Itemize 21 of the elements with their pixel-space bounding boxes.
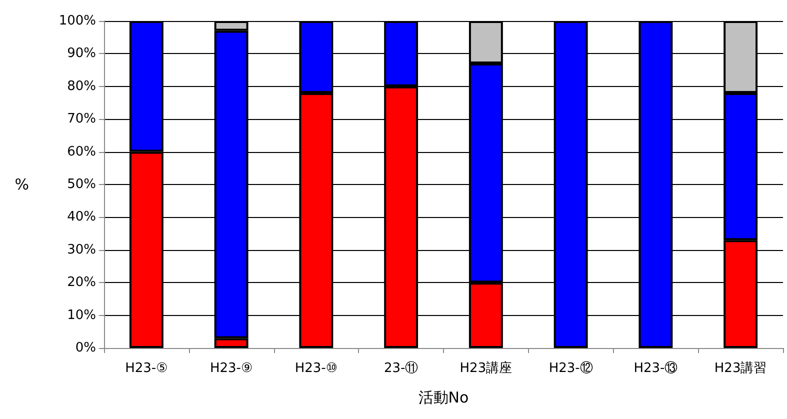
y-tick-label: 50%	[67, 177, 96, 192]
x-tick-label: H23-⑩	[294, 361, 338, 376]
x-tick-label: H23-⑤	[125, 361, 168, 376]
x-tick-label: 23-⑪	[384, 361, 418, 376]
y-axis-title: %	[14, 176, 29, 194]
y-tick-label: 100%	[58, 14, 96, 28]
x-tick-label: H23講習	[714, 361, 767, 376]
y-tick-label: 70%	[67, 112, 96, 127]
y-tick-label: 40%	[67, 210, 96, 225]
x-axis-title: 活動No	[418, 388, 469, 406]
x-tick-label: H23-⑨	[210, 361, 253, 376]
y-tick-label: 80%	[67, 78, 96, 94]
y-tick-label: 60%	[67, 144, 96, 160]
x-tick-label: H23-⑬	[634, 361, 678, 376]
x-tick-label: H23講座	[460, 360, 512, 376]
y-tick-label: 20%	[67, 275, 96, 290]
x-tick-label: H23-⑫	[548, 361, 593, 376]
y-tick-label: 0%	[75, 340, 96, 356]
y-tick-label: 10%	[67, 308, 96, 323]
y-tick-label: 30%	[67, 242, 96, 258]
y-tick-label: 90%	[67, 46, 96, 62]
